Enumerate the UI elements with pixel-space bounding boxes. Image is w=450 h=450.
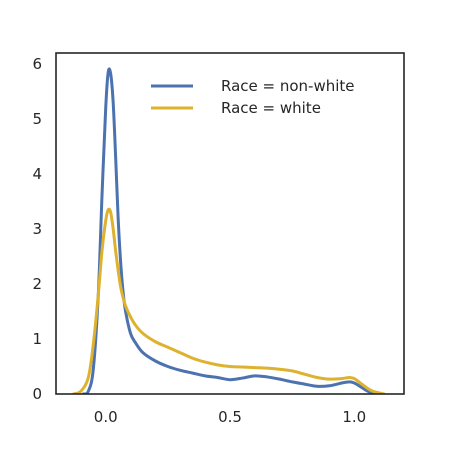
x-tick-label: 0.5 — [218, 408, 242, 426]
series-line-0 — [81, 67, 381, 394]
x-tick-label: 1.0 — [342, 408, 366, 426]
x-axis: 0.0 0.5 1.0 — [94, 408, 366, 426]
legend: Race = non-white Race = white — [151, 77, 355, 117]
y-tick-label: 3 — [32, 220, 42, 238]
legend-label-1: Race = white — [221, 99, 321, 117]
series-layer — [71, 67, 386, 394]
series-line-1 — [71, 207, 386, 394]
x-tick-label: 0.0 — [94, 408, 118, 426]
y-tick-label: 6 — [32, 55, 42, 73]
y-axis: 0 1 2 3 4 5 6 — [32, 55, 42, 403]
y-tick-label: 4 — [32, 165, 42, 183]
y-tick-label: 5 — [32, 110, 42, 128]
legend-label-0: Race = non-white — [221, 77, 355, 95]
y-tick-label: 1 — [32, 330, 42, 348]
y-tick-label: 2 — [32, 275, 42, 293]
y-tick-label: 0 — [32, 385, 42, 403]
plot-frame — [55, 52, 405, 395]
